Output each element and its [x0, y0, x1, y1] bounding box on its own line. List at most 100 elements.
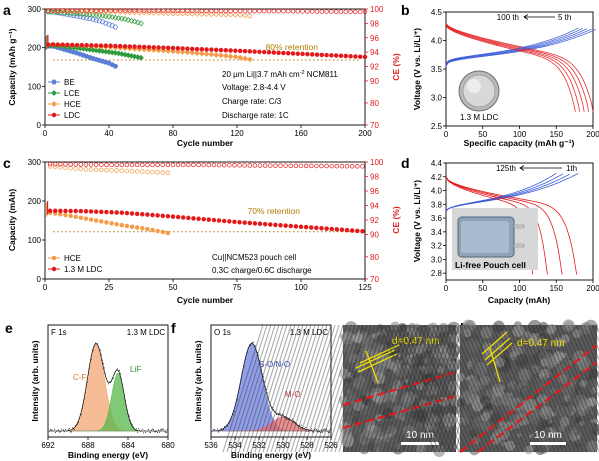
x-tick-label: 680	[161, 441, 175, 450]
x-tick-label: 0	[444, 284, 449, 293]
tem-grain	[498, 421, 507, 430]
tem-interface-line	[477, 361, 598, 453]
tem-fringe	[555, 324, 599, 426]
capacity-point-ldc	[165, 213, 171, 219]
ce-point-ldc	[266, 8, 272, 14]
ce-point-ldc	[161, 8, 166, 14]
tem-grain	[551, 366, 557, 372]
ce-point-hce	[222, 11, 229, 18]
ce-point-ldc	[89, 8, 94, 13]
ce-point-ldc	[237, 163, 242, 168]
ce-point-hce	[237, 12, 244, 18]
ce-point-ldc	[273, 163, 278, 168]
tem-grain	[485, 389, 494, 398]
panel-e-data	[48, 342, 168, 434]
capacity-point-ldc	[93, 43, 99, 48]
panel-e-sample: 1.3 M LDC	[127, 328, 165, 337]
ce-point-ldc	[242, 163, 247, 168]
ce-point-ldc	[223, 8, 229, 14]
ce-point-ldc	[160, 162, 166, 168]
legend-marker-lce	[51, 90, 57, 96]
tem-grain	[540, 405, 551, 416]
ce-point-ldc	[73, 162, 78, 167]
capacity-point-ldc	[218, 47, 224, 53]
capacity-point-ldc	[170, 214, 176, 219]
capacity-point-ldc	[237, 48, 243, 54]
tem-grain	[404, 378, 409, 383]
tem-fringe	[246, 324, 288, 453]
tem-fringe	[254, 324, 296, 453]
ce-point-ldc	[276, 8, 281, 14]
capacity-point-ldc	[189, 46, 195, 52]
tem-grain	[471, 357, 478, 365]
capacity-point-ldc	[334, 227, 340, 232]
ce-point-ldc	[319, 163, 324, 169]
capacity-point-hce	[184, 49, 191, 56]
ce-point-ldc	[58, 162, 63, 167]
ce-point-ldc	[211, 162, 217, 168]
legend-marker-hce	[51, 255, 57, 261]
legend-marker-ldc	[51, 112, 57, 118]
ce-point-ldc	[261, 8, 267, 14]
coin-cell-photo: 1.3 M LDC	[453, 68, 509, 122]
capacity-point-ldc	[68, 208, 73, 214]
ce-point-ldc	[216, 162, 222, 168]
x-tick-label: 75	[233, 283, 242, 292]
ce-point-ldc	[209, 8, 214, 14]
ce-point-ldc	[221, 162, 227, 168]
panel-f-xlabel: Binding energy (eV)	[231, 450, 311, 460]
tem-fringe	[354, 324, 396, 453]
ce-point-ldc	[78, 162, 84, 167]
tem-fringe	[463, 324, 520, 453]
tem-grain	[437, 366, 445, 374]
x-tick-label: 150	[550, 130, 564, 139]
tem-grain	[411, 353, 426, 368]
panel-e-ticks: 692 688 684 680	[41, 437, 175, 450]
capacity-point-hce	[198, 50, 205, 57]
x-tick-label: 125	[358, 283, 372, 292]
panel-b-cycle-100: 100 th	[497, 13, 519, 22]
capacity-point-ldc	[191, 216, 196, 221]
capacity-point-ldc	[360, 228, 365, 234]
capacity-point-ldc	[242, 48, 248, 54]
tem-grain	[460, 416, 470, 426]
ce-point-ldc	[199, 8, 205, 14]
ce-point-hce	[68, 165, 73, 171]
capacity-point-ldc	[63, 208, 68, 214]
ce-point-ldc	[201, 162, 206, 168]
ce-point-ldc	[52, 161, 58, 167]
capacity-point-ldc	[324, 52, 329, 58]
tem-grain	[515, 353, 529, 368]
capacity-point-ldc	[151, 45, 157, 50]
ce-point-lce	[128, 17, 135, 24]
tem-grain	[468, 393, 481, 406]
panel-b-ticks: 0 50 100 150 200 2.5 3.0 3.5 4.0 4.5	[431, 8, 599, 139]
x-tick-label: 200	[586, 130, 599, 139]
capacity-point-ldc	[108, 43, 113, 49]
ce-point-lce	[122, 16, 128, 22]
ce-point-hce	[88, 167, 94, 172]
ce-point-hce	[52, 164, 58, 170]
ce-point-ldc	[55, 8, 61, 13]
tem-fringe	[230, 324, 272, 453]
tem-fringe	[539, 324, 596, 453]
tem-grain	[395, 428, 406, 439]
tem-grain	[416, 421, 425, 430]
capacity-point-ldc	[273, 222, 278, 228]
ce-point-ldc	[281, 8, 286, 14]
tem-fringe	[342, 324, 384, 453]
capacity-point-ldc	[257, 221, 263, 226]
tem-grain	[443, 336, 452, 345]
tem-grain	[503, 441, 510, 447]
capacity-point-hce	[73, 214, 78, 220]
tem-grain	[578, 366, 584, 372]
ce-point-hce	[165, 170, 171, 176]
tem-grain	[425, 390, 432, 397]
capacity-point-ldc	[114, 210, 119, 215]
y-tick-label: 3.8	[431, 200, 443, 209]
ce-point-ldc	[262, 163, 268, 168]
panel-a-info-0: 20 μm Li||3.7 mAh cm	[222, 70, 300, 79]
capacity-point-ldc	[88, 209, 94, 214]
tem-grain	[513, 441, 518, 446]
capacity-point-ldc	[300, 51, 305, 57]
